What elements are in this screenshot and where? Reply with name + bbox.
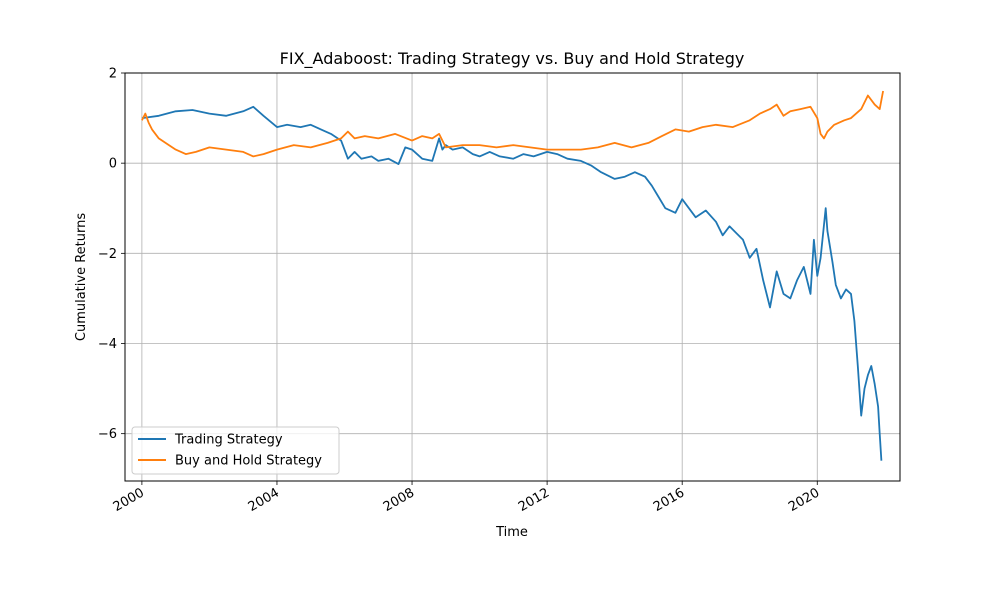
y-tick-label: −4 [98,337,117,352]
y-tick-label: −2 [98,247,117,262]
legend-label-trading: Trading Strategy [174,433,283,448]
legend-box [131,426,340,475]
legend: Trading Strategy Buy and Hold Strategy [131,426,340,475]
series-line-1 [141,90,884,158]
series-lines [141,90,884,461]
plot-area-frame [124,72,901,482]
y-tick-label: −6 [98,427,117,442]
y-axis-ticks: 2 0 −2 −4 −6 [98,67,125,442]
chart-title: FIX_Adaboost: Trading Strategy vs. Buy a… [280,49,745,69]
y-tick-label: 2 [109,67,117,82]
y-tick-label: 0 [109,157,117,172]
x-axis-label: Time [495,525,528,540]
series-line-0 [141,105,883,461]
legend-label-buy-hold: Buy and Hold Strategy [175,454,322,469]
y-axis-label: Cumulative Returns [74,213,89,341]
